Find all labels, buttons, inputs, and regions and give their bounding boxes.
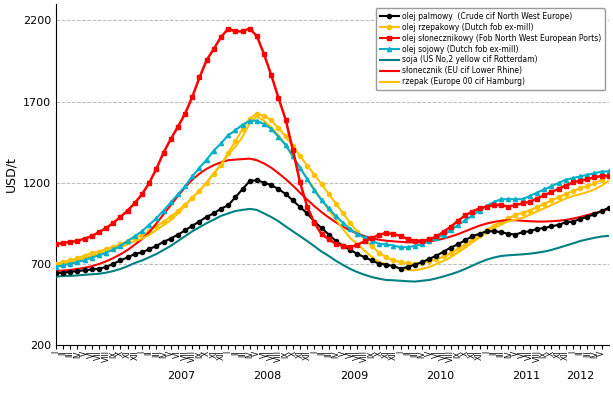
- rzepak (Europe 00 cif Hamburg): [383, 262, 390, 267]
- Line: rzepak (Europe 00 cif Hamburg): rzepak (Europe 00 cif Hamburg): [56, 116, 613, 270]
- olej rzepakowy (Dutch fob ex-mill): [88, 251, 96, 255]
- soja (US No,2 yellow cif Rotterdam): [411, 279, 419, 284]
- rzepak (Europe 00 cif Hamburg): [411, 268, 419, 273]
- olej sojowy (Dutch fob ex-mill): [253, 118, 261, 123]
- olej słonecznikowy (Fob North West European Ports): [246, 26, 253, 31]
- słonecznik (EU cif Lower Rhine): [490, 219, 498, 224]
- olej słonecznikowy (Fob North West European Ports): [346, 245, 354, 249]
- olej rzepakowy (Dutch fob ex-mill): [52, 261, 59, 266]
- Line: olej sojowy (Dutch fob ex-mill): olej sojowy (Dutch fob ex-mill): [54, 119, 613, 269]
- rzepak (Europe 00 cif Hamburg): [289, 154, 297, 159]
- słonecznik (EU cif Lower Rhine): [167, 203, 175, 207]
- Legend: olej palmowy  (Crude cif North West Europe), olej rzepakowy (Dutch fob ex-mill),: olej palmowy (Crude cif North West Europ…: [376, 8, 605, 90]
- olej palmowy  (Crude cif North West Europe): [383, 262, 390, 267]
- słonecznik (EU cif Lower Rhine): [189, 177, 196, 182]
- Line: olej słonecznikowy (Fob North West European Ports): olej słonecznikowy (Fob North West Europ…: [54, 26, 613, 249]
- słonecznik (EU cif Lower Rhine): [52, 269, 59, 273]
- olej palmowy  (Crude cif North West Europe): [81, 268, 88, 273]
- olej sojowy (Dutch fob ex-mill): [476, 208, 483, 213]
- olej słonecznikowy (Fob North West European Ports): [289, 148, 297, 152]
- słonecznik (EU cif Lower Rhine): [88, 264, 96, 269]
- Text: 2009: 2009: [340, 371, 368, 381]
- Text: 2010: 2010: [426, 371, 454, 381]
- olej rzepakowy (Dutch fob ex-mill): [189, 196, 196, 200]
- soja (US No,2 yellow cif Rotterdam): [541, 249, 548, 254]
- olej rzepakowy (Dutch fob ex-mill): [253, 111, 261, 116]
- soja (US No,2 yellow cif Rotterdam): [52, 274, 59, 279]
- soja (US No,2 yellow cif Rotterdam): [246, 207, 253, 211]
- olej palmowy  (Crude cif North West Europe): [52, 271, 59, 276]
- Text: 2012: 2012: [566, 371, 594, 381]
- słonecznik (EU cif Lower Rhine): [246, 156, 253, 161]
- Text: 2007: 2007: [167, 371, 196, 381]
- Line: słonecznik (EU cif Lower Rhine): słonecznik (EU cif Lower Rhine): [56, 159, 613, 271]
- olej sojowy (Dutch fob ex-mill): [519, 197, 527, 202]
- Line: soja (US No,2 yellow cif Rotterdam): soja (US No,2 yellow cif Rotterdam): [56, 209, 613, 282]
- rzepak (Europe 00 cif Hamburg): [253, 114, 261, 119]
- Line: olej rzepakowy (Dutch fob ex-mill): olej rzepakowy (Dutch fob ex-mill): [54, 111, 613, 266]
- olej słonecznikowy (Fob North West European Ports): [390, 232, 397, 237]
- rzepak (Europe 00 cif Hamburg): [52, 263, 59, 267]
- Text: 2011: 2011: [512, 371, 540, 381]
- olej rzepakowy (Dutch fob ex-mill): [167, 214, 175, 219]
- olej słonecznikowy (Fob North West European Ports): [52, 242, 59, 247]
- soja (US No,2 yellow cif Rotterdam): [232, 209, 239, 213]
- Text: 2008: 2008: [254, 371, 282, 381]
- olej sojowy (Dutch fob ex-mill): [52, 265, 59, 269]
- olej sojowy (Dutch fob ex-mill): [340, 221, 347, 225]
- Line: olej palmowy  (Crude cif North West Europe): olej palmowy (Crude cif North West Europ…: [54, 177, 613, 275]
- olej rzepakowy (Dutch fob ex-mill): [490, 223, 498, 228]
- Y-axis label: USD/t: USD/t: [4, 156, 17, 192]
